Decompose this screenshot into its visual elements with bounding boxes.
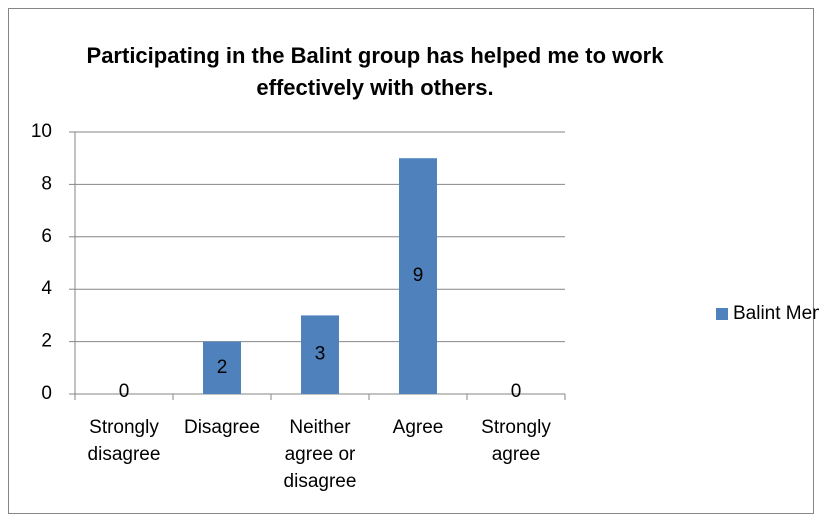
data-label: 0 bbox=[511, 381, 522, 402]
x-tick-label: Disagree bbox=[183, 417, 261, 438]
x-tick-label: Neither agree or disagree bbox=[283, 417, 357, 492]
data-label: 0 bbox=[119, 381, 130, 402]
y-tick-label: 0 bbox=[41, 383, 52, 404]
data-label: 3 bbox=[315, 344, 326, 365]
bar bbox=[203, 341, 241, 394]
legend-label: Balint Members bbox=[733, 303, 819, 324]
y-tick-label: 8 bbox=[41, 173, 52, 194]
y-tick-label: 4 bbox=[41, 278, 52, 299]
chart-frame bbox=[8, 8, 814, 514]
data-label: 2 bbox=[217, 357, 228, 378]
x-tick-label: Strongly agree bbox=[481, 417, 551, 465]
x-tick-label: Strongly disagree bbox=[87, 417, 161, 465]
x-tick-label: Agree bbox=[392, 417, 444, 438]
bar bbox=[399, 158, 437, 394]
data-label: 9 bbox=[413, 265, 424, 286]
y-tick-label: 2 bbox=[41, 331, 52, 352]
y-tick-label: 10 bbox=[31, 121, 52, 142]
bar bbox=[301, 315, 339, 394]
y-tick-label: 6 bbox=[41, 226, 52, 247]
legend-swatch bbox=[716, 308, 728, 320]
chart-title: Participating in the Balint group has he… bbox=[86, 43, 664, 100]
